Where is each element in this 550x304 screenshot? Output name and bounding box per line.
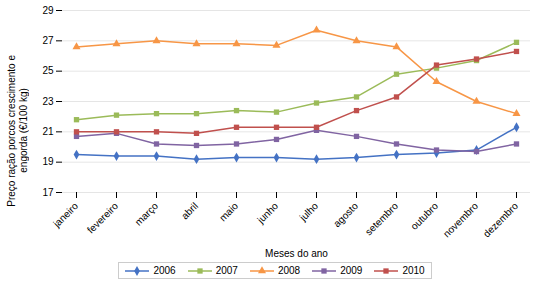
svg-text:29: 29 (42, 5, 54, 16)
svg-text:julho: julho (297, 200, 321, 224)
svg-text:25: 25 (42, 65, 54, 76)
html-text:Preço ração porcos crescimento: Preço ração porcos crescimento e engorda… (6, 55, 29, 207)
html-text:2006: 2006 (153, 265, 176, 276)
svg-text:outubro: outubro (408, 200, 440, 232)
svg-text:19: 19 (42, 156, 54, 167)
svg-text:27: 27 (42, 35, 54, 46)
svg-text:novembro: novembro (441, 200, 481, 240)
html-text:2009: 2009 (340, 265, 363, 276)
svg-text:17: 17 (42, 187, 54, 198)
svg-text:junho: junho (254, 200, 280, 226)
svg-text:21: 21 (42, 126, 54, 137)
svg-text:dezembro: dezembro (481, 200, 521, 240)
svg-text:fevereiro: fevereiro (85, 200, 121, 236)
html-text:2008: 2008 (277, 265, 301, 276)
svg-text:maio: maio (217, 200, 240, 223)
svg-text:abril: abril (179, 200, 200, 221)
svg-text:agosto: agosto (331, 200, 360, 229)
svg-text:Meses do ano: Meses do ano (265, 248, 328, 259)
svg-text:março: março (133, 200, 161, 228)
html-text:2010: 2010 (402, 265, 425, 276)
svg-text:janeiro: janeiro (50, 200, 80, 230)
html-text:2007: 2007 (215, 265, 238, 276)
svg-text:setembro: setembro (363, 200, 401, 238)
svg-text:23: 23 (42, 96, 54, 107)
